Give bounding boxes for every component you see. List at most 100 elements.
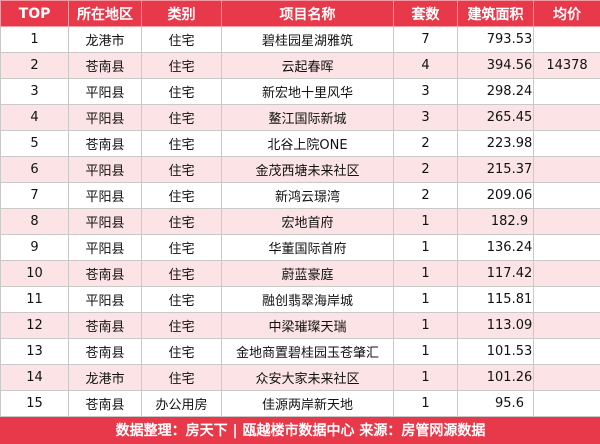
cell-price: 14378 bbox=[533, 52, 600, 79]
cell-price bbox=[533, 156, 600, 183]
cell-project: 众安大家未来社区 bbox=[221, 364, 394, 391]
cell-project: 金茂西塘未来社区 bbox=[221, 156, 394, 183]
cell-price bbox=[533, 130, 600, 157]
cell-area: 209.06 bbox=[457, 182, 534, 209]
col-header-top: TOP bbox=[0, 0, 69, 27]
cell-price bbox=[533, 260, 600, 287]
cell-units: 4 bbox=[393, 52, 458, 79]
cell-area: 215.37 bbox=[457, 156, 534, 183]
cell-region: 平阳县 bbox=[68, 156, 142, 183]
cell-type: 住宅 bbox=[141, 104, 222, 131]
cell-rank: 9 bbox=[0, 234, 69, 261]
cell-project: 碧桂园星湖雅筑 bbox=[221, 26, 394, 53]
col-header-project: 项目名称 bbox=[221, 0, 394, 27]
cell-price bbox=[533, 104, 600, 131]
cell-units: 7 bbox=[393, 26, 458, 53]
cell-units: 1 bbox=[393, 286, 458, 313]
cell-project: 北谷上院ONE bbox=[221, 130, 394, 157]
cell-rank: 2 bbox=[0, 52, 69, 79]
cell-project: 融创翡翠海岸城 bbox=[221, 286, 394, 313]
cell-project: 新宏地十里风华 bbox=[221, 78, 394, 105]
table-row: 5 苍南县 住宅 北谷上院ONE 2 223.98 bbox=[0, 130, 600, 157]
table-row: 1 龙港市 住宅 碧桂园星湖雅筑 7 793.53 bbox=[0, 26, 600, 53]
cell-units: 1 bbox=[393, 260, 458, 287]
cell-area: 223.98 bbox=[457, 130, 534, 157]
cell-type: 住宅 bbox=[141, 364, 222, 391]
cell-price bbox=[533, 364, 600, 391]
footer-row: 数据整理：房天下 | 瓯越楼市数据中心 来源：房管网源数据 bbox=[0, 416, 600, 444]
table-row: 2 苍南县 住宅 云起春晖 4 394.56 14378 bbox=[0, 52, 600, 79]
cell-type: 住宅 bbox=[141, 338, 222, 365]
table-row: 13 苍南县 住宅 金地商置碧桂园玉苍肇汇 1 101.53 bbox=[0, 338, 600, 365]
table-row: 7 平阳县 住宅 新鸿云璟湾 2 209.06 bbox=[0, 182, 600, 209]
cell-price bbox=[533, 286, 600, 313]
cell-rank: 8 bbox=[0, 208, 69, 235]
cell-type: 住宅 bbox=[141, 312, 222, 339]
cell-area: 394.56 bbox=[457, 52, 534, 79]
cell-type: 住宅 bbox=[141, 52, 222, 79]
cell-region: 苍南县 bbox=[68, 338, 142, 365]
cell-type: 住宅 bbox=[141, 234, 222, 261]
cell-rank: 4 bbox=[0, 104, 69, 131]
cell-region: 平阳县 bbox=[68, 104, 142, 131]
cell-units: 1 bbox=[393, 312, 458, 339]
cell-project: 金地商置碧桂园玉苍肇汇 bbox=[221, 338, 394, 365]
cell-area: 115.81 bbox=[457, 286, 534, 313]
cell-price bbox=[533, 182, 600, 209]
cell-rank: 15 bbox=[0, 390, 69, 417]
cell-area: 101.53 bbox=[457, 338, 534, 365]
cell-rank: 7 bbox=[0, 182, 69, 209]
cell-units: 2 bbox=[393, 130, 458, 157]
cell-price bbox=[533, 390, 600, 417]
col-header-units: 套数 bbox=[393, 0, 458, 27]
cell-area: 117.42 bbox=[457, 260, 534, 287]
cell-rank: 10 bbox=[0, 260, 69, 287]
cell-type: 办公用房 bbox=[141, 390, 222, 417]
footer-source-text: 数据整理：房天下 | 瓯越楼市数据中心 来源：房管网源数据 bbox=[0, 416, 600, 444]
cell-area: 113.09 bbox=[457, 312, 534, 339]
col-header-area: 建筑面积 bbox=[457, 0, 534, 27]
cell-price bbox=[533, 338, 600, 365]
cell-type: 住宅 bbox=[141, 156, 222, 183]
cell-area: 793.53 bbox=[457, 26, 534, 53]
cell-area: 101.26 bbox=[457, 364, 534, 391]
cell-region: 苍南县 bbox=[68, 52, 142, 79]
cell-project: 华董国际首府 bbox=[221, 234, 394, 261]
table-row: 3 平阳县 住宅 新宏地十里风华 3 298.24 bbox=[0, 78, 600, 105]
cell-units: 1 bbox=[393, 364, 458, 391]
cell-rank: 1 bbox=[0, 26, 69, 53]
cell-units: 3 bbox=[393, 78, 458, 105]
cell-region: 龙港市 bbox=[68, 364, 142, 391]
cell-area: 265.45 bbox=[457, 104, 534, 131]
cell-rank: 14 bbox=[0, 364, 69, 391]
cell-units: 1 bbox=[393, 390, 458, 417]
cell-type: 住宅 bbox=[141, 182, 222, 209]
cell-project: 中梁璀璨天瑞 bbox=[221, 312, 394, 339]
cell-project: 宏地首府 bbox=[221, 208, 394, 235]
cell-area: 298.24 bbox=[457, 78, 534, 105]
table-row: 10 苍南县 住宅 蔚蓝豪庭 1 117.42 bbox=[0, 260, 600, 287]
cell-units: 1 bbox=[393, 234, 458, 261]
cell-rank: 6 bbox=[0, 156, 69, 183]
cell-area: 95.6 bbox=[457, 390, 534, 417]
col-header-type: 类别 bbox=[141, 0, 222, 27]
cell-type: 住宅 bbox=[141, 208, 222, 235]
cell-region: 龙港市 bbox=[68, 26, 142, 53]
cell-region: 苍南县 bbox=[68, 260, 142, 287]
cell-units: 3 bbox=[393, 104, 458, 131]
cell-rank: 3 bbox=[0, 78, 69, 105]
table-row: 15 苍南县 办公用房 佳源两岸新天地 1 95.6 bbox=[0, 390, 600, 417]
cell-price bbox=[533, 208, 600, 235]
cell-rank: 13 bbox=[0, 338, 69, 365]
cell-units: 1 bbox=[393, 208, 458, 235]
table-row: 14 龙港市 住宅 众安大家未来社区 1 101.26 bbox=[0, 364, 600, 391]
cell-region: 苍南县 bbox=[68, 390, 142, 417]
cell-type: 住宅 bbox=[141, 130, 222, 157]
col-header-price: 均价 bbox=[533, 0, 600, 27]
cell-price bbox=[533, 26, 600, 53]
table-row: 12 苍南县 住宅 中梁璀璨天瑞 1 113.09 bbox=[0, 312, 600, 339]
cell-rank: 12 bbox=[0, 312, 69, 339]
cell-units: 1 bbox=[393, 338, 458, 365]
cell-type: 住宅 bbox=[141, 78, 222, 105]
